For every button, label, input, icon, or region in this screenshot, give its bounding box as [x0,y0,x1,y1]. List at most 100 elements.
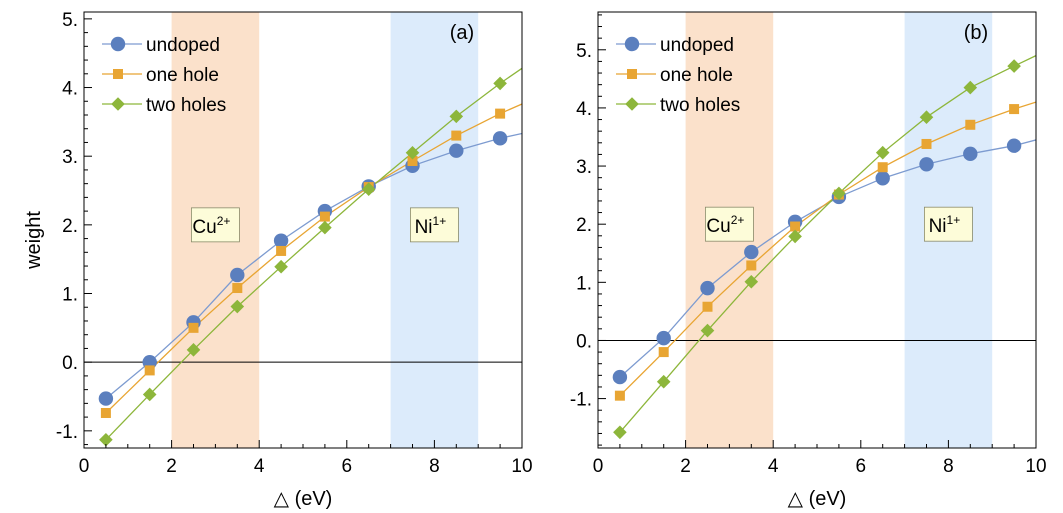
y-tick-label: 0. [576,331,592,352]
point-undoped-4 [273,233,289,248]
band-label-box-cu [190,207,240,243]
x-tick-label: 8 [943,456,954,477]
x-tick-label: 6 [856,456,867,477]
legend-label-two-holes: two holes [660,95,740,116]
panel-label: (a) [450,22,474,44]
panel-label: (b) [964,22,988,44]
legend-label-two-holes: two holes [146,95,226,116]
point-one-hole-0 [614,390,625,401]
point-one-hole-7 [407,155,418,166]
x-axis-title: △ (eV) [788,488,847,510]
point-undoped-8 [963,146,978,162]
x-tick-label: 10 [1025,456,1046,477]
x-tick-label: 10 [511,456,532,477]
point-two-holes-8 [963,80,978,95]
point-undoped-0 [612,369,628,385]
point-two-holes-6 [875,145,890,160]
x-tick-label: 4 [254,456,265,477]
y-tick-label: 3. [576,157,592,178]
point-undoped-3 [230,267,245,283]
y-tick-label: 2. [576,215,592,236]
point-two-holes-9 [493,76,507,91]
point-two-holes-5 [832,186,846,201]
y-tick-label: -1. [570,390,592,411]
x-tick-label: 6 [342,456,353,477]
point-two-holes-1 [142,387,157,402]
point-two-holes-2 [186,343,201,357]
point-two-holes-2 [700,323,715,338]
point-two-holes-1 [656,374,671,389]
point-one-hole-6 [877,162,888,173]
legend-marker-one-hole [113,69,123,79]
legend-marker-one-hole [627,69,637,79]
band-label-cu: Cu2+ [706,213,744,237]
y-tick-label: 0. [62,353,78,374]
point-one-hole-9 [1009,104,1020,115]
point-one-hole-8 [965,119,976,130]
point-one-hole-0 [100,407,111,418]
point-two-holes-6 [361,182,376,196]
y-tick-label: -1. [56,422,78,443]
y-tick-label: 1. [576,273,592,294]
plot-area [612,55,1036,440]
legend: undoped one hole two holes [616,35,740,116]
legend-label-undoped: undoped [146,35,220,56]
point-two-holes-7 [919,110,934,125]
point-one-hole-2 [702,301,713,312]
band-label-ni: Ni1+ [415,214,447,238]
x-tick-label: 2 [680,456,691,477]
y-tick-label: 5. [576,41,592,62]
point-two-holes-8 [449,109,464,124]
point-one-hole-4 [276,245,287,256]
x-tick-label: 2 [166,456,177,477]
point-undoped-0 [98,391,114,406]
panel-a: Cu2+ Ni1+ 0 2 4 6 8 10 -1. 0. 1. 2. 3. 4. 5. △ (eV) (a) u… [56,10,533,510]
x-axis-title: △ (eV) [274,488,333,510]
legend-label-undoped: undoped [660,35,734,56]
x-tick-label: 0 [79,456,90,477]
point-two-holes-3 [744,274,759,289]
band-label-ni: Ni1+ [929,213,961,237]
point-undoped-2 [700,280,715,296]
point-one-hole-8 [451,130,462,141]
point-one-hole-3 [232,283,243,294]
legend-marker-two-holes [625,97,639,111]
y-tick-label: 2. [62,216,78,237]
point-one-hole-9 [495,108,506,119]
band-label-cu: Cu2+ [192,214,230,238]
point-undoped-3 [744,244,759,260]
point-undoped-8 [449,143,464,158]
point-one-hole-7 [921,138,932,149]
point-undoped-9 [1006,138,1022,153]
x-tick-label: 4 [768,456,779,477]
point-two-holes-9 [1007,59,1021,73]
point-one-hole-3 [746,260,757,271]
point-two-holes-4 [274,259,288,274]
point-two-holes-0 [99,432,113,447]
x-tick-label: 8 [429,456,440,477]
point-undoped-9 [492,131,508,146]
legend-label-one-hole: one hole [660,65,733,86]
plot-area [98,67,522,447]
point-one-hole-1 [144,365,155,376]
y-tick-label: 4. [576,99,592,120]
point-one-hole-1 [658,347,669,358]
band-label-box-ni [924,206,973,242]
legend-label-one-hole: one hole [146,65,219,86]
point-two-holes-3 [230,299,245,314]
point-undoped-7 [919,157,934,172]
y-tick-label: 3. [62,147,78,168]
point-two-holes-7 [405,145,420,160]
legend: undoped one hole two holes [102,35,226,116]
x-tick-label: 0 [593,456,604,477]
y-tick-label: 1. [62,285,78,306]
point-two-holes-5 [318,220,332,235]
point-undoped-6 [875,171,890,186]
point-two-holes-0 [613,425,627,440]
point-one-hole-5 [319,211,330,222]
point-one-hole-2 [188,322,199,333]
legend-marker-undoped [110,36,126,52]
band-label-box-ni [409,207,459,243]
y-axis-title: weight [23,211,45,270]
